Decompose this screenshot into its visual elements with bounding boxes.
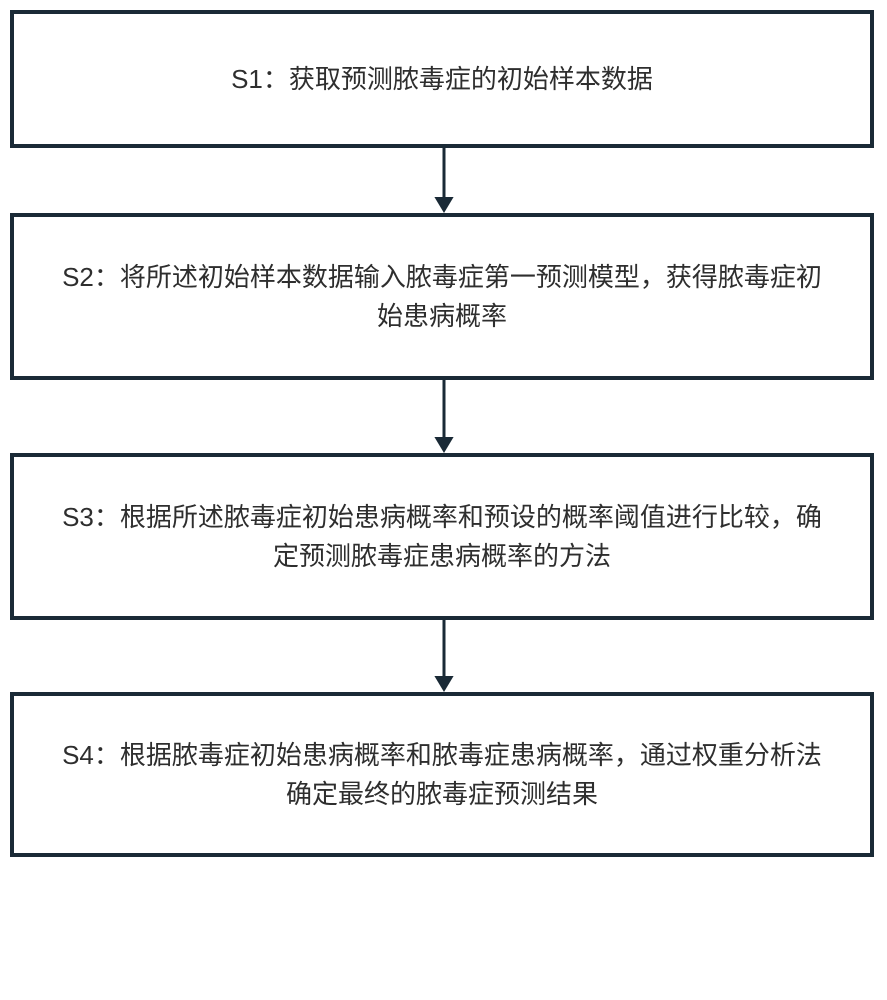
flow-node-s4: S4：根据脓毒症初始患病概率和脓毒症患病概率，通过权重分析法确定最终的脓毒症预测… (10, 692, 874, 857)
flow-arrow-s3-s4 (10, 620, 877, 692)
flowchart-container: S1：获取预测脓毒症的初始样本数据 S2：将所述初始样本数据输入脓毒症第一预测模… (10, 10, 877, 857)
flow-node-s3-label: S3：根据所述脓毒症初始患病概率和预设的概率阈值进行比较，确定预测脓毒症患病概率… (54, 498, 830, 576)
flow-node-s1: S1：获取预测脓毒症的初始样本数据 (10, 10, 874, 148)
flow-node-s2: S2：将所述初始样本数据输入脓毒症第一预测模型，获得脓毒症初始患病概率 (10, 213, 874, 380)
flow-node-s1-label: S1：获取预测脓毒症的初始样本数据 (231, 60, 653, 99)
flow-arrow-s2-s3 (10, 380, 877, 453)
flow-arrow-s1-s2 (10, 148, 877, 213)
flow-node-s4-label: S4：根据脓毒症初始患病概率和脓毒症患病概率，通过权重分析法确定最终的脓毒症预测… (54, 736, 830, 814)
flow-node-s2-label: S2：将所述初始样本数据输入脓毒症第一预测模型，获得脓毒症初始患病概率 (54, 258, 830, 336)
flow-node-s3: S3：根据所述脓毒症初始患病概率和预设的概率阈值进行比较，确定预测脓毒症患病概率… (10, 453, 874, 620)
